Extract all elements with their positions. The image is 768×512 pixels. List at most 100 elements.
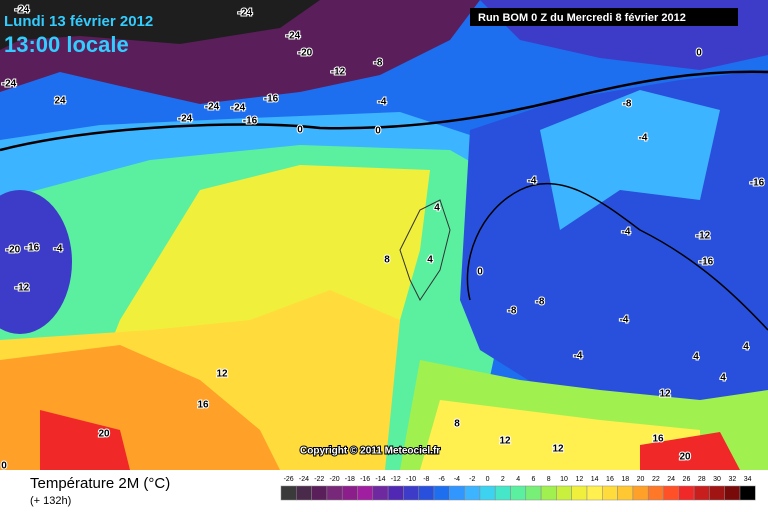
footer-lead: (+ 132h) — [30, 495, 71, 507]
legend-tick-label: -8 — [423, 476, 429, 483]
red-zone — [40, 410, 130, 470]
legend-tick-label: 28 — [698, 476, 706, 483]
contour-label: -4 — [620, 315, 629, 326]
contour-label: 4 — [720, 373, 726, 384]
legend-swatch — [602, 485, 618, 501]
coastline — [399, 199, 451, 301]
legend-swatch — [494, 485, 511, 501]
legend-swatch — [617, 485, 634, 501]
legend-swatch — [724, 485, 741, 501]
legend-tick-label: 18 — [621, 476, 629, 483]
legend-swatch — [357, 485, 374, 501]
color-legend: -26 -24 -22 -20 -18 -16 -14 -12 -10 -8 -6 -4 -2 0 2 4 6 8… — [280, 476, 756, 501]
contour-label: 0 — [696, 48, 702, 59]
legend-swatch — [739, 485, 756, 501]
contour-label: 0 — [297, 125, 303, 136]
contour-label: -24 — [178, 114, 193, 125]
legend-swatch — [296, 485, 312, 501]
legend-tick-label: 20 — [637, 476, 645, 483]
contour-label: -24 — [15, 5, 30, 16]
legend-swatch — [663, 485, 680, 501]
coldest-zone — [0, 0, 320, 50]
legend-swatch — [540, 485, 557, 501]
run-info: Run BOM 0 Z du Mercredi 8 février 2012 — [478, 12, 686, 24]
legend-tick-label: -2 — [469, 476, 475, 483]
contour-label: 0 — [375, 126, 381, 137]
legend-swatch — [479, 485, 496, 501]
run-box — [470, 8, 738, 26]
contour-label: -4 — [378, 97, 387, 108]
contour-label: -24 — [231, 103, 246, 114]
contour-label: -20 — [298, 48, 313, 59]
contour-label: 12 — [499, 436, 511, 447]
contour-label: -8 — [623, 99, 632, 110]
contour-label: -16 — [699, 257, 714, 268]
contour-label: -12 — [15, 283, 30, 294]
copyright: Copyright © 2011 Meteociel.fr — [300, 446, 440, 457]
contour-label: -4 — [574, 351, 583, 362]
contour-label: -16 — [750, 178, 765, 189]
legend-tick-label: 2 — [501, 476, 505, 483]
legend-swatch — [418, 485, 435, 501]
low-zone — [0, 190, 72, 334]
legend-tick-label: 0 — [486, 476, 490, 483]
legend-tick-label: -18 — [345, 476, 355, 483]
contour-label: -4 — [622, 227, 631, 238]
footer-title: Température 2M (°C) — [30, 475, 170, 492]
date: Lundi 13 février 2012 — [4, 13, 153, 30]
legend-tick-label: 34 — [744, 476, 752, 483]
contour-label: 0 — [477, 267, 483, 278]
legend-swatch — [510, 485, 527, 501]
contour-label: 4 — [427, 255, 433, 266]
legend-tick-label: 4 — [516, 476, 520, 483]
contour-label: -24 — [205, 102, 220, 113]
contour-label: -8 — [374, 58, 383, 69]
legend-swatch — [464, 485, 481, 501]
legend-swatch — [632, 485, 649, 501]
time: 13:00 locale — [4, 32, 129, 57]
legend-tick-label: -6 — [439, 476, 445, 483]
contour-label: 24 — [54, 96, 66, 107]
scandinavia-zone — [540, 90, 720, 230]
contour-label: -24 — [238, 8, 253, 19]
contour-label: -4 — [639, 133, 648, 144]
legend-swatch — [433, 485, 450, 501]
contour-label: -8 — [508, 306, 517, 317]
contour-label: 4 — [743, 342, 749, 353]
contour-label: -24 — [286, 31, 301, 42]
contour-label: -12 — [331, 67, 346, 78]
contour-label: 20 — [679, 452, 691, 463]
contour-label: 4 — [693, 352, 699, 363]
legend-tick-label: -12 — [391, 476, 401, 483]
contour-label: -24 — [2, 79, 17, 90]
legend-tick-label: -10 — [406, 476, 416, 483]
contour-label: -20 — [6, 245, 21, 256]
legend-tick-label: -24 — [299, 476, 309, 483]
legend-tick-label: 30 — [713, 476, 721, 483]
legend-tick-label: 32 — [728, 476, 736, 483]
contour-label: 8 — [384, 255, 390, 266]
legend-tick-label: -20 — [329, 476, 339, 483]
contour-label: 12 — [659, 389, 671, 400]
legend-tick-label: 16 — [606, 476, 614, 483]
contour-label: 12 — [552, 444, 564, 455]
contour-label: 16 — [652, 434, 664, 445]
contour-label: 20 — [98, 429, 110, 440]
legend-swatch — [693, 485, 710, 501]
legend-tick-label: 14 — [591, 476, 599, 483]
legend-swatch — [341, 485, 358, 501]
legend-swatch — [311, 485, 328, 501]
legend-swatch — [586, 485, 603, 501]
legend-swatch — [387, 485, 404, 501]
legend-tick-label: 22 — [652, 476, 660, 483]
legend-swatch — [571, 485, 588, 501]
legend-tick-label: -22 — [314, 476, 324, 483]
legend-tick-label: -4 — [454, 476, 460, 483]
contour-label: -12 — [696, 231, 711, 242]
legend-tick-label: -16 — [360, 476, 370, 483]
contour-labels: -24 -24 -24 -20 -12 -8 -4 24 -24 -24 -24 -16 -16 0 0 0 -… — [0, 4, 765, 473]
legend-tick-label: -26 — [284, 476, 294, 483]
legend-tick-label: 6 — [531, 476, 535, 483]
legend-tick-label: 24 — [667, 476, 675, 483]
legend-swatch — [678, 485, 695, 501]
